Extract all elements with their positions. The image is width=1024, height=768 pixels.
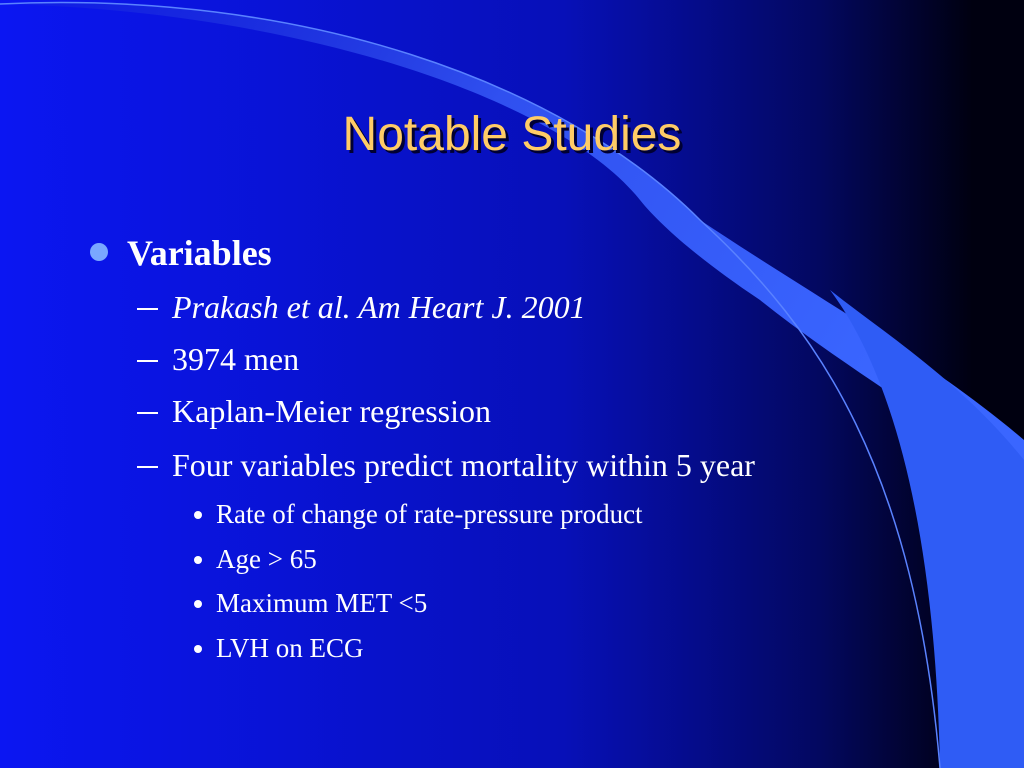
sub-sub-bullet-text: LVH on ECG — [216, 633, 364, 663]
sub-bullet-text: 3974 men — [172, 341, 299, 377]
decor-line — [0, 1, 941, 768]
sub-bullet-text: Prakash et al. Am Heart J. 2001 — [171, 289, 586, 325]
dot-marker — [194, 645, 202, 653]
dot-marker — [194, 600, 202, 608]
bullet-text: Variables — [127, 233, 272, 273]
title-shadow: Notable Studies — [346, 111, 685, 164]
bullet-marker — [90, 243, 108, 261]
dot-marker — [194, 556, 202, 564]
sub-bullet-text: Four variables predict mortality within … — [172, 447, 755, 483]
sub-sub-bullet-text: Age > 65 — [216, 544, 317, 574]
decor-band — [830, 290, 1024, 768]
dot-marker — [194, 511, 202, 519]
decor-sweep — [0, 2, 1024, 501]
sub-bullet-text: Kaplan-Meier regression — [172, 393, 491, 429]
slide-title: Notable Studies — [343, 108, 682, 161]
sub-sub-bullet-text: Maximum MET <5 — [216, 588, 427, 618]
sub-sub-bullet-text: Rate of change of rate-pressure product — [216, 499, 643, 529]
